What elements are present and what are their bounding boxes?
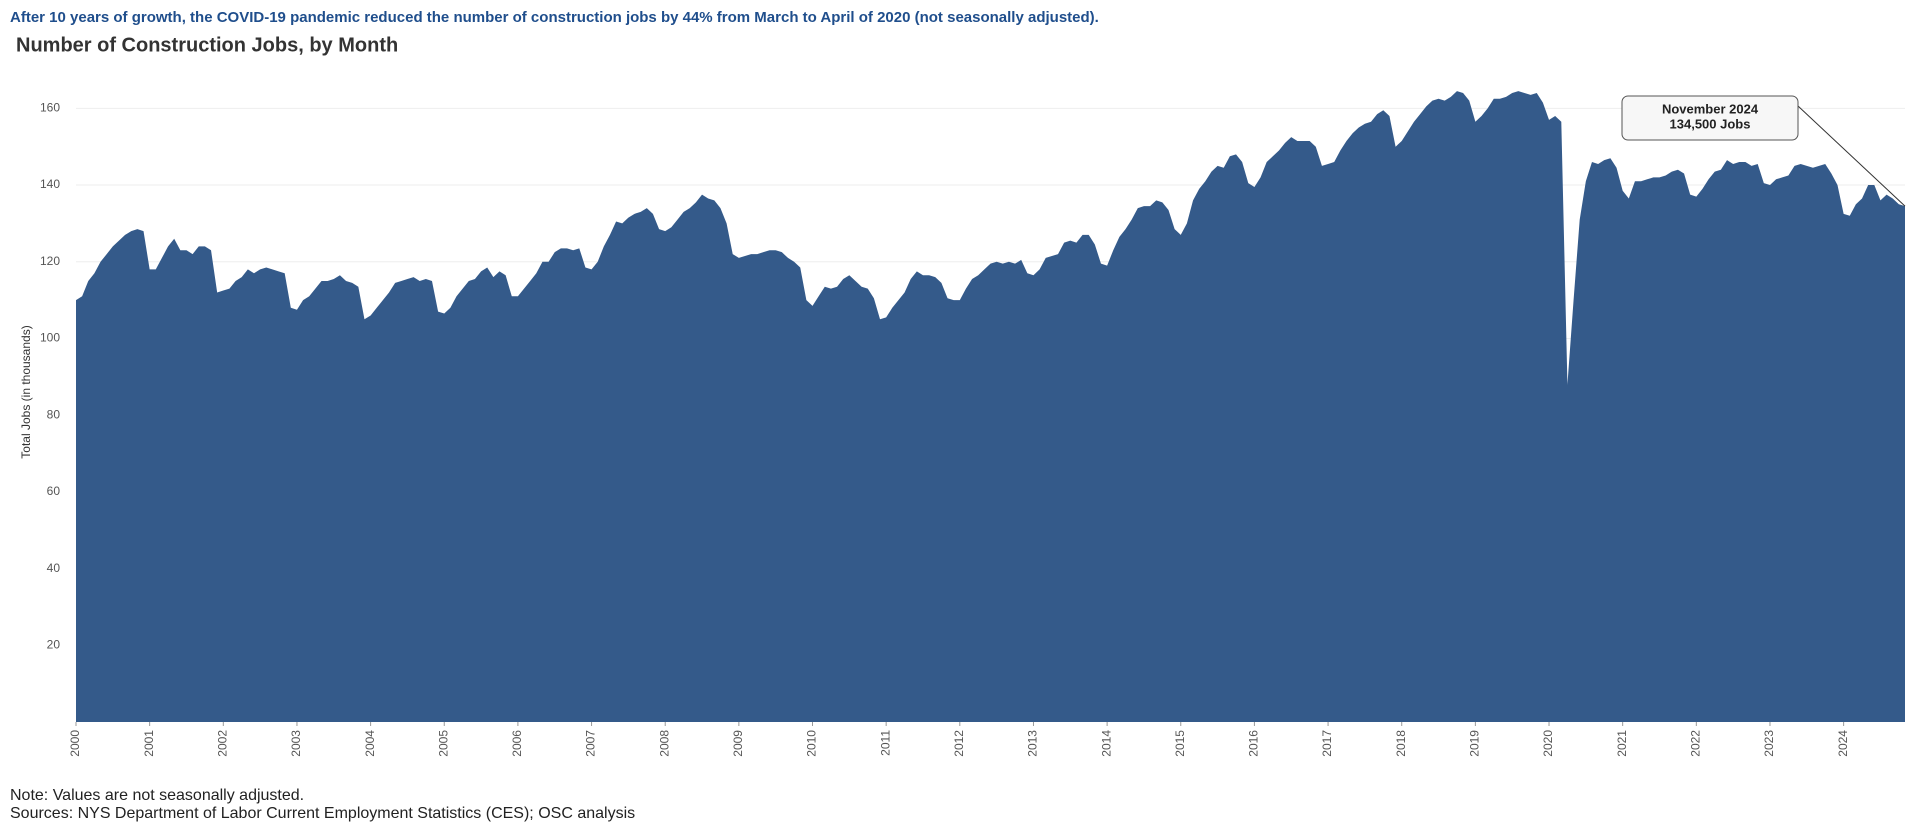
x-tick-label: 2011 (878, 730, 892, 756)
y-tick-label: 160 (40, 101, 60, 115)
x-tick-label: 2002 (215, 730, 229, 757)
x-tick-label: 2006 (510, 730, 524, 757)
y-axis-label: Total Jobs (in thousands) (19, 325, 33, 458)
note: Note: Values are not seasonally adjusted… (10, 787, 304, 804)
y-tick-label: 100 (40, 331, 60, 345)
source: Sources: NYS Department of Labor Current… (10, 805, 635, 822)
x-tick-label: 2007 (584, 730, 598, 757)
headline: After 10 years of growth, the COVID-19 p… (10, 9, 1099, 26)
annotation-text: 134,500 Jobs (1670, 116, 1751, 131)
x-tick-label: 2013 (1026, 730, 1040, 757)
labels: 20 40 60 80 100 120 140 160 2000 2001 2002 2003 2004… (40, 95, 1906, 757)
annotation-text: November 2024 (1662, 101, 1759, 116)
x-tick-label: 2014 (1099, 730, 1113, 757)
x-tick-label: 2001 (142, 730, 156, 757)
x-tick-label: 2021 (1615, 730, 1629, 757)
x-tick-label: 2009 (731, 730, 745, 757)
y-tick-label: 20 (47, 637, 61, 651)
area (76, 91, 1905, 722)
chart-title: Number of Construction Jobs, by Month (16, 34, 398, 56)
x-tick-label: 2023 (1762, 730, 1776, 757)
x-tick-label: 2003 (289, 730, 303, 757)
x-tick-label: 2005 (436, 730, 450, 757)
x-tick-label: 2022 (1688, 730, 1702, 757)
marks (76, 91, 1905, 722)
x-tick-label: 2018 (1394, 730, 1408, 757)
x-tick-label: 2000 (68, 730, 82, 757)
x-tick-label: 2024 (1836, 730, 1850, 757)
x-tick-label: 2017 (1320, 730, 1334, 757)
annotation-box (1621, 95, 1799, 141)
annotation-leader (1797, 105, 1906, 207)
x-tick-label: 2010 (805, 730, 819, 757)
x-tick-label: 2019 (1468, 730, 1482, 757)
x-tick-label: 2016 (1247, 730, 1261, 757)
y-tick-label: 120 (40, 254, 60, 268)
x-tick-label: 2015 (1173, 730, 1187, 757)
x-tick-label: 2012 (952, 730, 966, 757)
y-tick-label: 140 (40, 177, 60, 191)
y-tick-label: 80 (47, 407, 61, 421)
y-tick-label: 40 (47, 561, 61, 575)
x-tick-label: 2008 (657, 730, 671, 757)
x-tick-label: 2020 (1541, 730, 1555, 757)
x-tick-label: 2004 (363, 730, 377, 757)
y-tick-label: 60 (47, 484, 61, 498)
